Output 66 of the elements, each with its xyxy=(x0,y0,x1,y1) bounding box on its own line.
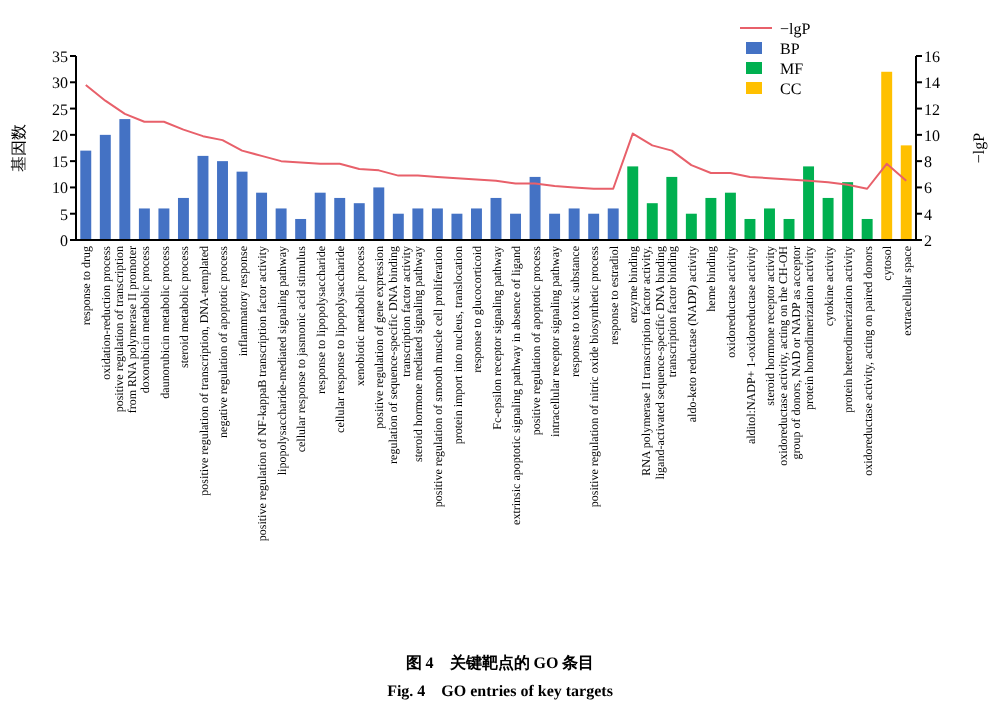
bar xyxy=(744,218,756,240)
y2-tick-label: 16 xyxy=(924,48,940,66)
bar xyxy=(646,203,658,240)
bar xyxy=(99,134,111,240)
bar xyxy=(607,208,619,240)
y2-axis-title: −lgP xyxy=(970,131,988,164)
y2-tick-label: 8 xyxy=(924,153,932,172)
legend-label: −lgP xyxy=(780,20,812,38)
y2-tick-label: 6 xyxy=(924,179,932,198)
bar xyxy=(705,197,717,240)
bar xyxy=(861,218,873,240)
bar xyxy=(431,208,443,240)
bar xyxy=(412,208,424,240)
y-tick-label: 15 xyxy=(52,153,68,172)
bar xyxy=(275,208,287,240)
bar xyxy=(353,203,365,240)
y-tick-label: 10 xyxy=(52,179,68,198)
text: 图 4 关键靶点的 GO 条目 xyxy=(405,654,595,672)
bar xyxy=(256,192,268,240)
y2-tick-label: 4 xyxy=(924,205,932,224)
y-tick-label: 25 xyxy=(52,100,68,119)
bar xyxy=(529,176,541,240)
bar xyxy=(666,176,678,240)
bar xyxy=(138,208,150,240)
bar xyxy=(764,208,775,240)
bar xyxy=(295,218,307,240)
bar xyxy=(822,197,834,240)
bar xyxy=(881,71,893,240)
y2-tick-label: 14 xyxy=(924,74,940,93)
legend-label: CC xyxy=(780,80,802,98)
bar xyxy=(842,182,854,240)
bar xyxy=(803,166,815,240)
legend-label: BP xyxy=(780,40,801,58)
bar xyxy=(451,213,463,240)
bar xyxy=(217,161,228,240)
bar xyxy=(627,166,639,240)
bar xyxy=(373,187,385,240)
line-series xyxy=(84,83,908,190)
bar xyxy=(80,150,92,240)
bar xyxy=(158,208,170,240)
y2-tick-label: 12 xyxy=(924,100,940,119)
y-tick-label: 5 xyxy=(60,205,68,224)
y-tick-label: 30 xyxy=(52,74,68,93)
bar xyxy=(197,155,209,240)
y-tick-label: 0 xyxy=(60,232,68,250)
bar xyxy=(568,208,580,240)
y2-tick-label: 10 xyxy=(924,126,940,145)
y-tick-label: 35 xyxy=(52,48,68,66)
bar xyxy=(177,197,189,240)
bar xyxy=(685,213,697,240)
bar xyxy=(314,192,326,240)
y2-tick-label: 2 xyxy=(924,232,932,250)
bar xyxy=(236,171,248,240)
bar xyxy=(334,197,346,240)
bar xyxy=(471,208,482,240)
y-axis-title: 基因数 xyxy=(10,124,28,172)
y-tick-label: 20 xyxy=(52,126,68,145)
bar xyxy=(392,213,404,240)
text: Fig. 4 GO entries of key targets xyxy=(387,682,613,700)
bar xyxy=(549,213,561,240)
bar xyxy=(900,145,912,240)
legend-label: MF xyxy=(780,60,805,78)
bar xyxy=(724,192,736,240)
bar xyxy=(119,119,131,240)
bar xyxy=(588,213,600,240)
bar xyxy=(510,213,522,240)
